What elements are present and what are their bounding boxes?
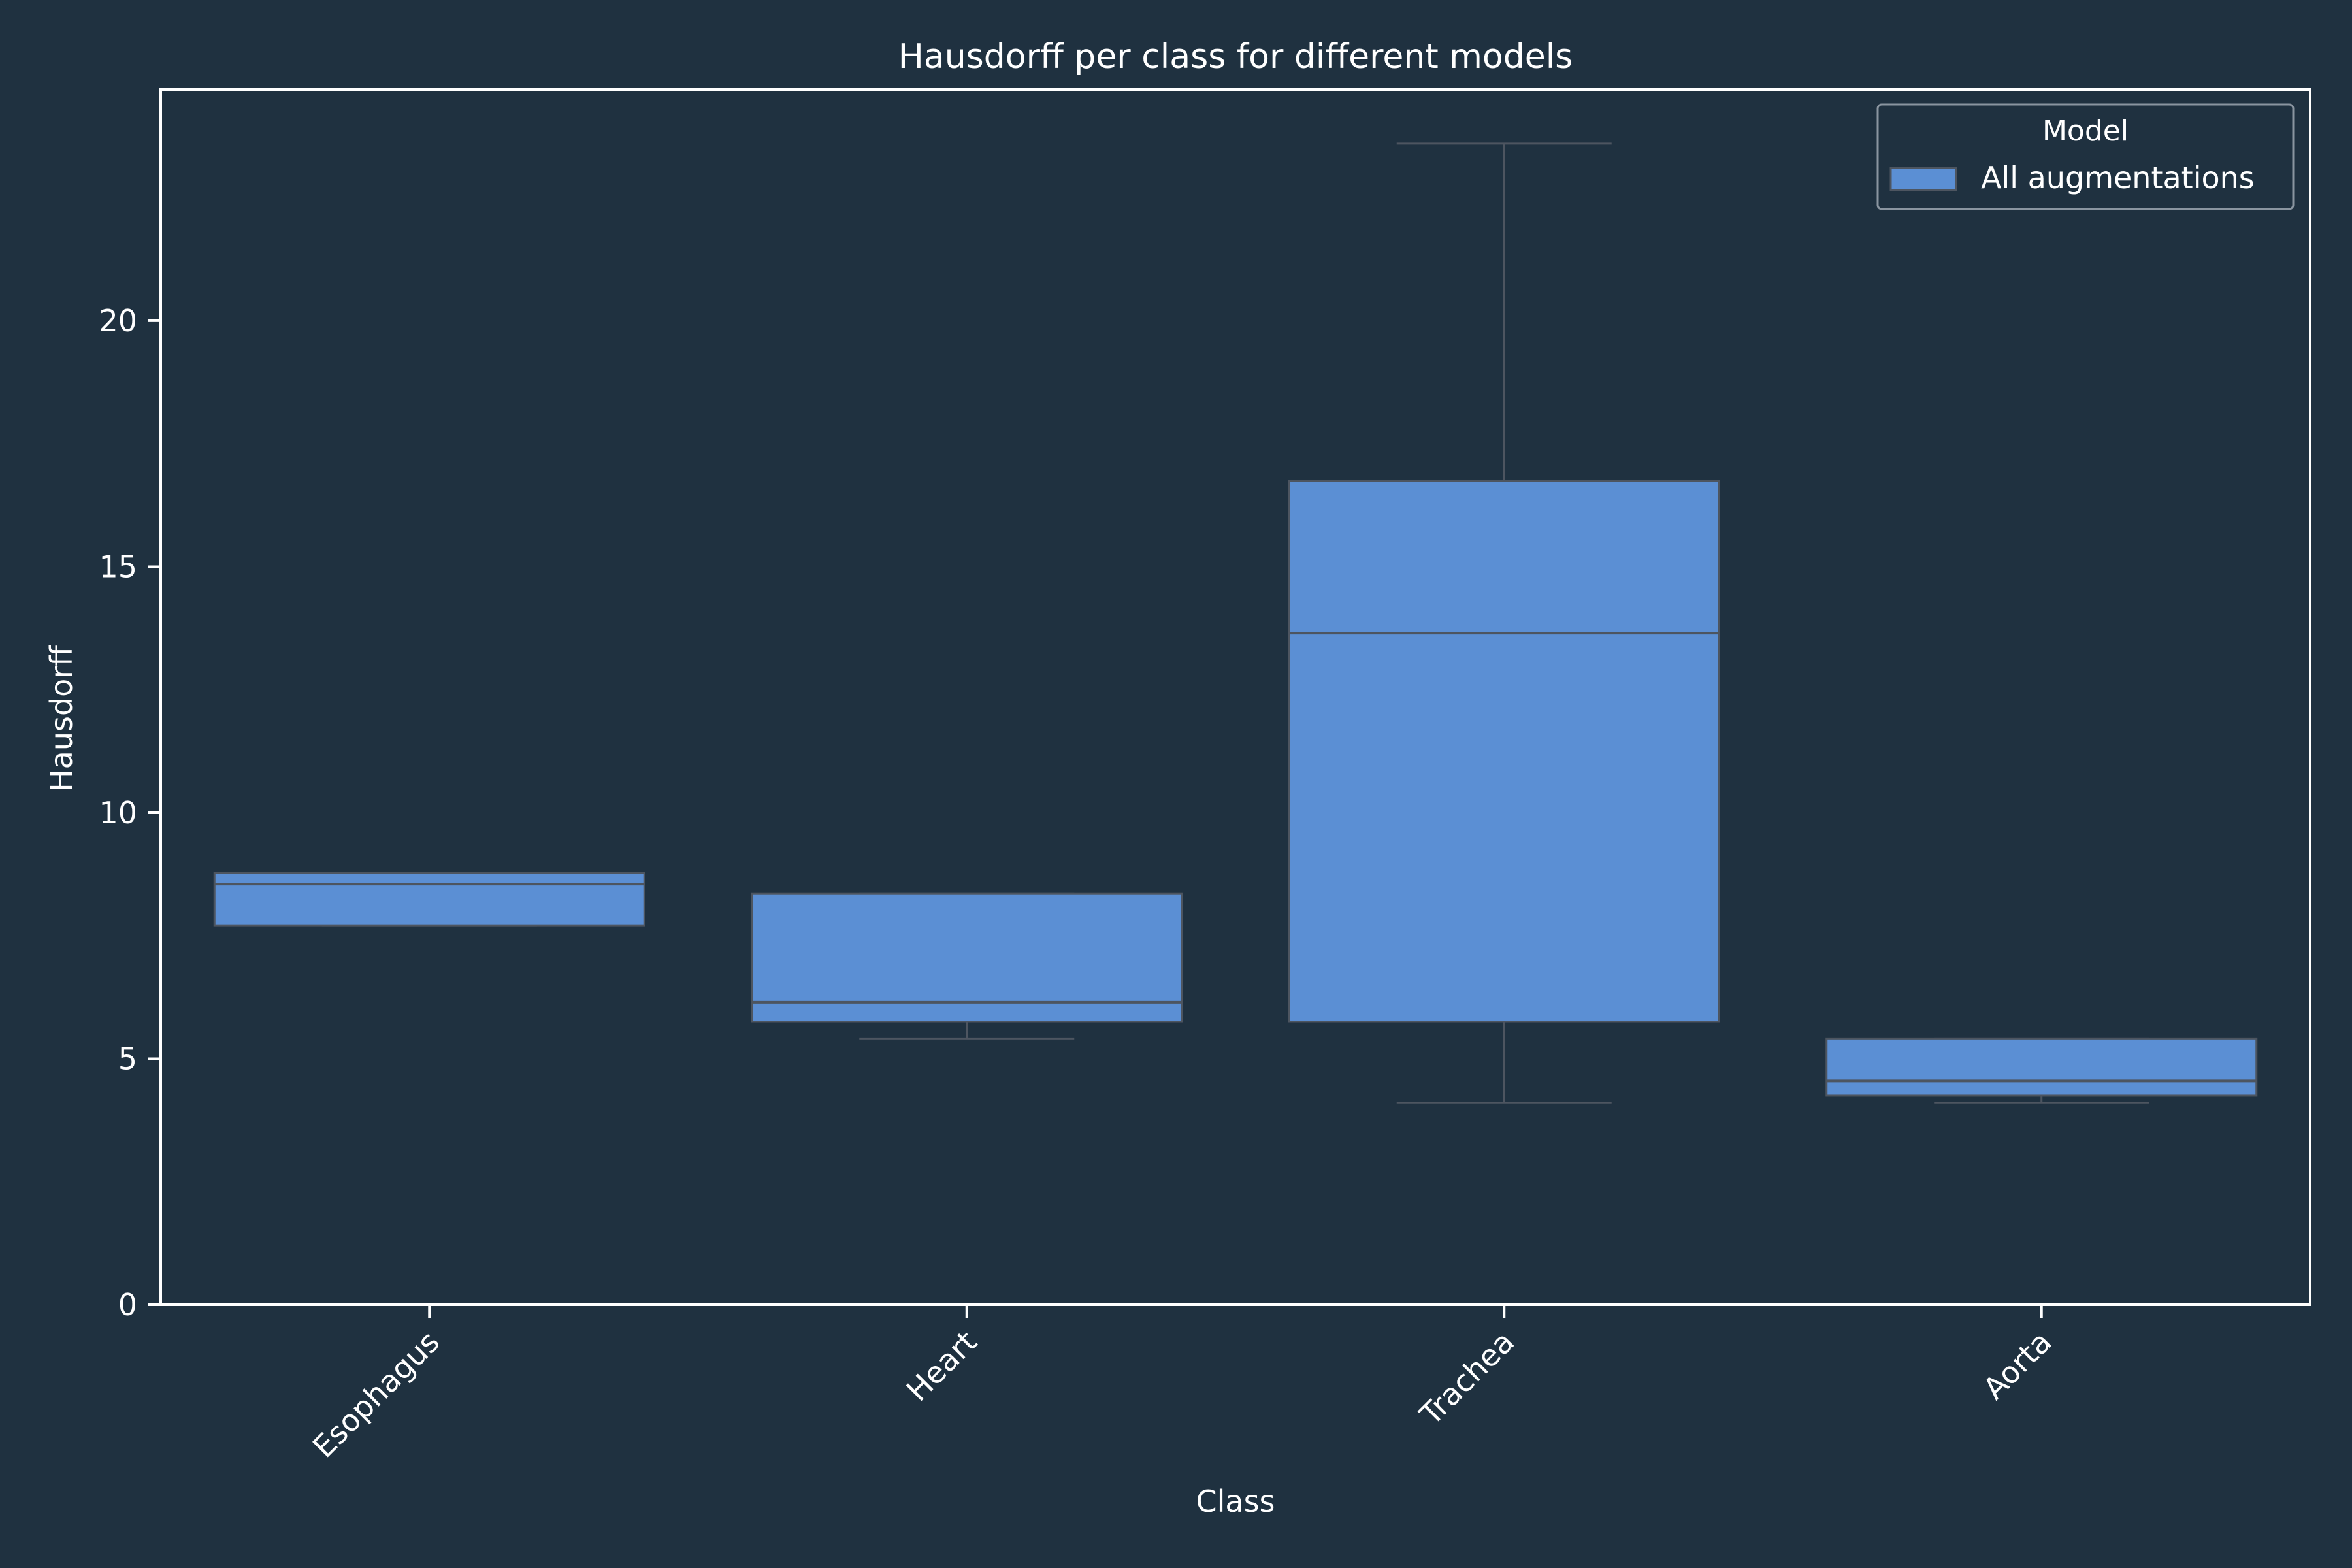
box-body: [1825, 1037, 2258, 1097]
x-axis-label: Class: [1196, 1484, 1275, 1519]
plot-area: [213, 142, 2258, 1104]
box-heart: [751, 892, 1183, 1040]
y-tick-label: 15: [99, 549, 137, 584]
y-tick-label: 0: [118, 1287, 137, 1322]
legend-title: Model: [2042, 114, 2129, 148]
legend: Model All augmentations: [1876, 103, 2295, 210]
y-axis: 0 5 10 15 20: [99, 303, 161, 1322]
box-trachea: [1288, 142, 1720, 1104]
x-tick-label: Esophagus: [306, 1324, 446, 1465]
box-body: [1288, 480, 1720, 1023]
box-body: [213, 872, 645, 927]
legend-entry-label: All augmentations: [1981, 160, 2255, 195]
box-esophagus: [213, 872, 645, 927]
box-body: [751, 892, 1183, 1023]
x-tick-label: Heart: [900, 1324, 984, 1409]
legend-frame: [1876, 103, 2295, 210]
y-tick-label: 10: [99, 795, 137, 830]
y-tick-label: 20: [99, 303, 137, 338]
legend-swatch: [1889, 167, 1957, 191]
box-aorta: [1825, 1037, 2258, 1104]
x-tick-label: Trachea: [1413, 1324, 1521, 1433]
x-axis: Esophagus Heart Trachea Aorta: [306, 1305, 2059, 1465]
x-tick-label: Aorta: [1976, 1324, 2059, 1407]
chart-title: Hausdorff per class for different models: [898, 37, 1573, 76]
y-axis-label: Hausdorff: [44, 645, 79, 792]
y-tick-label: 5: [118, 1041, 137, 1076]
plot-frame: [159, 88, 2311, 1306]
